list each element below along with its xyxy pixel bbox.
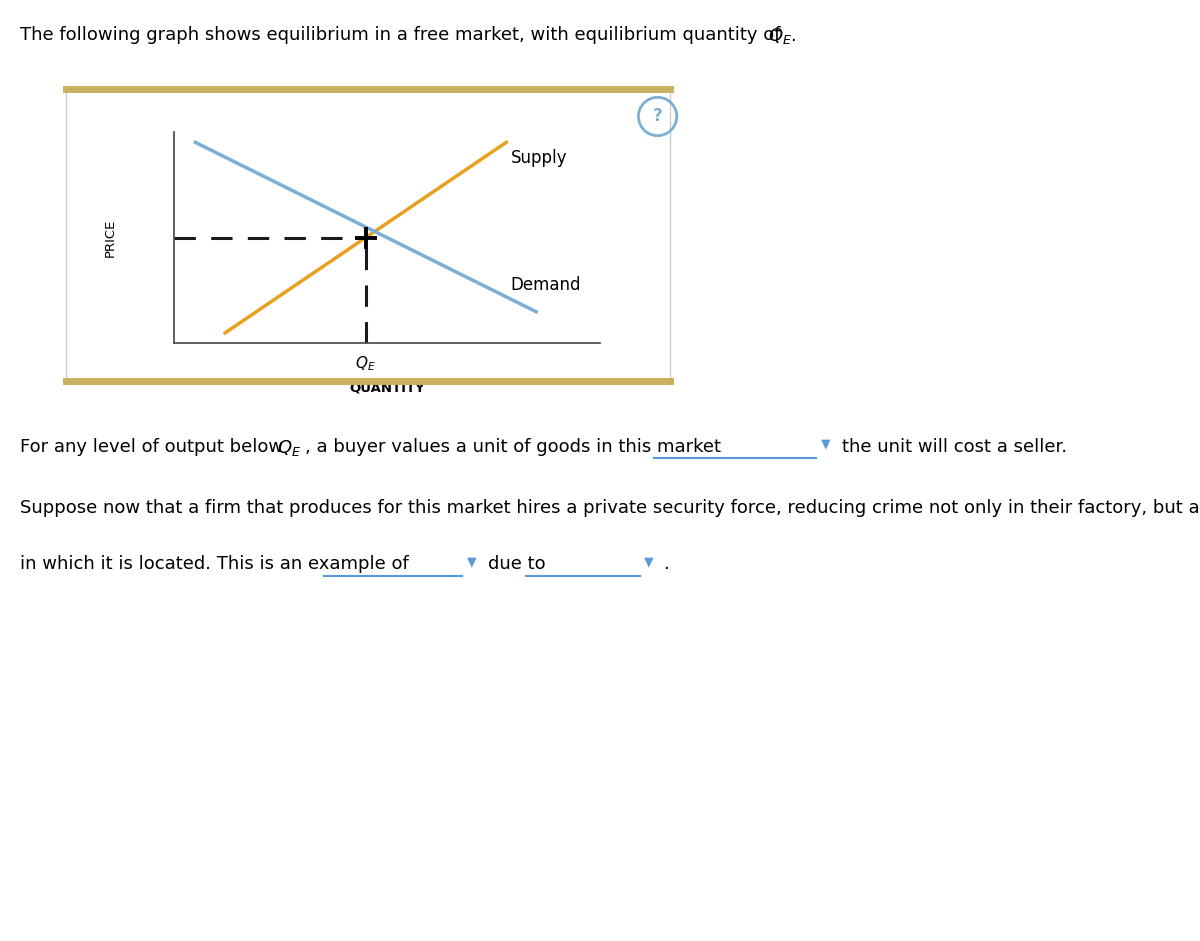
Text: in which it is located. This is an example of: in which it is located. This is an examp…: [20, 555, 409, 573]
Text: $Q_E$: $Q_E$: [355, 354, 376, 373]
Text: $Q_E$.: $Q_E$.: [768, 26, 797, 46]
Text: ▼: ▼: [821, 438, 830, 451]
Text: Suppose now that a firm that produces for this market hires a private security f: Suppose now that a firm that produces fo…: [20, 499, 1200, 517]
Text: For any level of output below: For any level of output below: [20, 438, 289, 455]
Text: ▼: ▼: [644, 555, 654, 568]
Text: $Q_E$: $Q_E$: [277, 438, 301, 457]
Text: due to: due to: [488, 555, 546, 573]
Text: .: .: [664, 555, 670, 573]
Text: PRICE: PRICE: [103, 218, 116, 257]
Text: QUANTITY: QUANTITY: [349, 382, 425, 394]
Text: ?: ?: [653, 107, 662, 125]
Text: , a buyer values a unit of goods in this market: , a buyer values a unit of goods in this…: [305, 438, 721, 455]
Text: ▼: ▼: [467, 555, 476, 568]
Text: Supply: Supply: [510, 149, 568, 167]
Text: the unit will cost a seller.: the unit will cost a seller.: [842, 438, 1068, 455]
Text: Demand: Demand: [510, 276, 581, 294]
Text: The following graph shows equilibrium in a free market, with equilibrium quantit: The following graph shows equilibrium in…: [20, 26, 787, 44]
